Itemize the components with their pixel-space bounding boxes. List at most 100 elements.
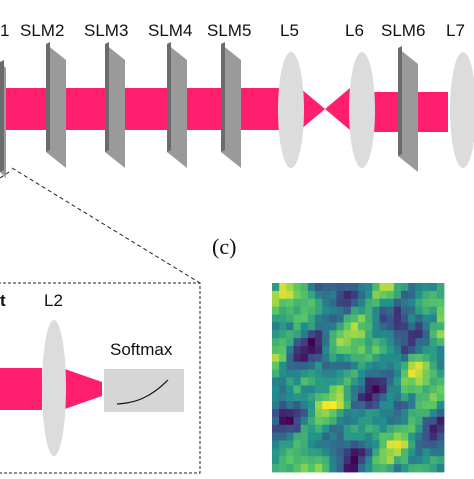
heatmap-cell: [279, 298, 287, 308]
heatmap-cell: [322, 361, 330, 371]
heatmap-cell: [429, 369, 438, 378]
heatmap-cell: [322, 464, 330, 473]
heatmap-cell: [393, 385, 402, 394]
heatmap-cell: [401, 353, 409, 363]
heatmap-cell: [293, 361, 302, 371]
heatmap-cell: [322, 298, 330, 308]
slm-4: [167, 42, 187, 168]
heatmap-cell: [307, 401, 316, 410]
heatmap-cell: [436, 456, 445, 465]
heatmap-cell: [286, 393, 294, 402]
heatmap-cell: [350, 314, 359, 323]
heatmap-cell: [272, 330, 280, 339]
heatmap-cell: [422, 369, 431, 378]
heatmap-cell: [379, 456, 388, 465]
heatmap-cell: [293, 440, 302, 449]
heatmap-cell: [293, 448, 302, 457]
heatmap-cell: [279, 401, 287, 410]
heatmap-cell: [358, 361, 366, 371]
heatmap-cell: [350, 432, 359, 441]
heatmap-cell: [343, 385, 352, 394]
heatmap-cell: [386, 456, 395, 465]
heatmap-cell: [372, 361, 380, 371]
softmax-box: [104, 369, 184, 412]
heatmap-cell: [286, 448, 294, 457]
heatmap-cell: [393, 314, 402, 323]
heatmap-cell: [429, 464, 438, 473]
heatmap-cell: [436, 440, 445, 449]
heatmap-cell: [358, 416, 366, 426]
heatmap-cell: [365, 448, 373, 457]
heatmap-cell: [350, 409, 359, 418]
heatmap-cell: [401, 393, 409, 402]
heatmap-cell: [358, 393, 366, 402]
heatmap-cell: [436, 385, 445, 394]
heatmap-cell: [372, 393, 380, 402]
heatmap-cell: [408, 416, 416, 426]
heatmap-cell: [329, 298, 337, 308]
heatmap-cell: [343, 424, 352, 434]
heatmap-cell: [272, 409, 280, 418]
heatmap-cell: [343, 298, 352, 308]
heatmap-cell: [408, 440, 416, 449]
heatmap-cell: [343, 464, 352, 473]
heatmap-cell: [436, 361, 445, 371]
heatmap-cell: [436, 424, 445, 434]
heatmap-cell: [343, 353, 352, 363]
heatmap-cell: [365, 393, 373, 402]
heatmap-cell: [415, 369, 423, 378]
heatmap-cell: [336, 298, 345, 308]
heatmap-cell: [279, 448, 287, 457]
heatmap-cell: [365, 377, 373, 386]
heatmap-cell: [365, 306, 373, 315]
heatmap-cell: [436, 369, 445, 378]
heatmap-cell: [358, 424, 366, 434]
heatmap-cell: [429, 353, 438, 363]
heatmap-cell: [350, 377, 359, 386]
heatmap-cell: [358, 283, 366, 292]
heatmap-cell: [322, 369, 330, 378]
lens-l5: [278, 52, 304, 168]
heatmap-cell: [322, 377, 330, 386]
heatmap-cell: [336, 393, 345, 402]
heatmap-cell: [300, 432, 309, 441]
heatmap-cell: [386, 424, 395, 434]
heatmap-cell: [279, 456, 287, 465]
heatmap-cell: [372, 290, 380, 300]
heatmap-cell: [386, 464, 395, 473]
inset-beam: [0, 368, 42, 410]
heatmap-cell: [365, 353, 373, 363]
heatmap-cell: [429, 440, 438, 449]
heatmap-cell: [429, 456, 438, 465]
heatmap-cell: [272, 290, 280, 300]
heatmap-cell: [300, 314, 309, 323]
heatmap-cell: [336, 330, 345, 339]
heatmap-cell: [429, 346, 438, 355]
heatmap-cell: [379, 432, 388, 441]
heatmap-cell: [300, 298, 309, 308]
heatmap-cell: [272, 338, 280, 347]
heatmap-cell: [343, 369, 352, 378]
heatmap-cell: [286, 346, 294, 355]
heatmap-cell: [422, 330, 431, 339]
heatmap-cell: [336, 377, 345, 386]
heatmap-cell: [322, 456, 330, 465]
heatmap-cell: [272, 377, 280, 386]
heatmap-cell: [315, 464, 323, 473]
heatmap-cell: [329, 456, 337, 465]
heatmap-cell: [436, 401, 445, 410]
heatmap-cell: [272, 306, 280, 315]
heatmap-cell: [365, 369, 373, 378]
heatmap-cell: [408, 283, 416, 292]
heatmap-cell: [408, 401, 416, 410]
heatmap-cell: [372, 448, 380, 457]
heatmap-cell: [386, 290, 395, 300]
heatmap-cell: [386, 432, 395, 441]
label-l5: L5: [280, 21, 299, 40]
lens-l7: [450, 52, 474, 168]
heatmap-cell: [322, 409, 330, 418]
heatmap-cell: [436, 432, 445, 441]
heatmap-cell: [422, 290, 431, 300]
heatmap-cell: [329, 432, 337, 441]
heatmap-cell: [350, 424, 359, 434]
